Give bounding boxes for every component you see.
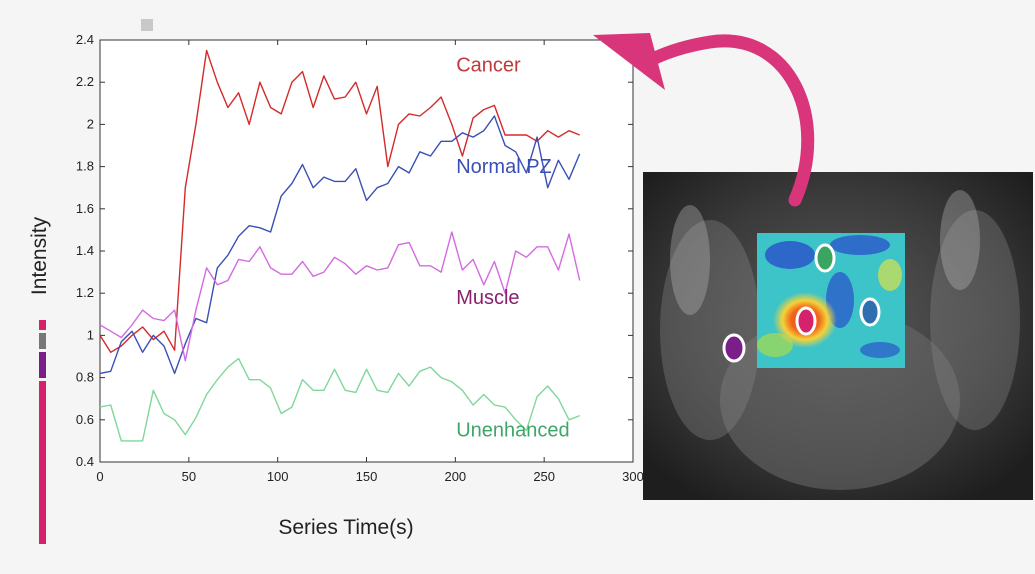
mri-bright-left [670,205,710,315]
y-tick-label: 1.8 [76,159,94,174]
heatmap-yellow-patch [878,259,902,291]
roi-marker-muscle-icon [722,333,746,363]
y-tick-label: 2.2 [76,74,94,89]
side-strip-purple [39,352,46,378]
y-tick-label: 2 [87,116,94,131]
roi-marker-unenhanced-icon [814,243,836,273]
arrow-shaft [648,34,815,207]
y-axis-label: Intensity [28,216,51,295]
x-tick-label: 250 [533,469,555,484]
heatmap-blue-patch-2 [830,235,890,255]
x-ticks: 0 50 100 150 200 250 300 [96,40,644,484]
y-tick-label: 0.4 [76,454,94,469]
mri-image-panel [643,172,1033,500]
x-axis-label: Series Time(s) [278,516,413,539]
y-tick-label: 2.4 [76,32,94,47]
roi-marker-cancer-icon [795,306,817,336]
side-strip-red-top [39,320,46,330]
y-tick-label: 1.4 [76,243,94,258]
side-strip-gray [39,333,46,349]
series-line-muscle [99,231,581,362]
y-ticks: 0.4 0.6 0.8 1 1.2 1.4 1.6 1.8 2 2.2 2.4 [76,32,633,469]
arrow-head [593,33,665,90]
side-legend-strip [39,320,46,544]
series-label-cancer: Cancer [456,55,521,77]
series-label-normal-pz: Normal PZ [456,156,552,178]
y-tick-label: 1 [87,327,94,342]
small-gray-marker [141,19,153,31]
series-line-normal-pz [99,115,581,375]
plot-area [99,39,634,463]
series-lines [99,49,581,442]
x-tick-label: 50 [182,469,196,484]
heatmap-blue-patch-4 [860,342,900,358]
side-strip-red-main [39,381,46,544]
y-tick-label: 1.2 [76,285,94,300]
y-tick-label: 1.6 [76,201,94,216]
x-tick-label: 200 [444,469,466,484]
x-tick-label: 300 [622,469,644,484]
mri-right-muscle [930,210,1020,430]
y-tick-label: 0.6 [76,412,94,427]
series-line-cancer [99,49,580,353]
x-tick-label: 100 [267,469,289,484]
mri-left-muscle [660,220,760,440]
heatmap-blue-patch-1 [765,241,815,269]
series-line-unenhanced [99,357,580,442]
plot-axes: 0.4 0.6 0.8 1 1.2 1.4 1.6 1.8 2 2.2 2.4 0 50 100 150 2… [76,32,644,484]
x-tick-label: 0 [96,469,103,484]
mri-bright-right [940,190,980,290]
series-label-unenhanced: Unenhanced [456,420,569,442]
series-annotations: Cancer Normal PZ Muscle Unenhanced [456,55,569,442]
curved-arrow-icon [593,33,815,207]
y-tick-label: 0.8 [76,370,94,385]
roi-marker-normal-pz-icon [859,297,881,327]
series-label-muscle: Muscle [456,287,519,309]
x-tick-label: 150 [356,469,378,484]
